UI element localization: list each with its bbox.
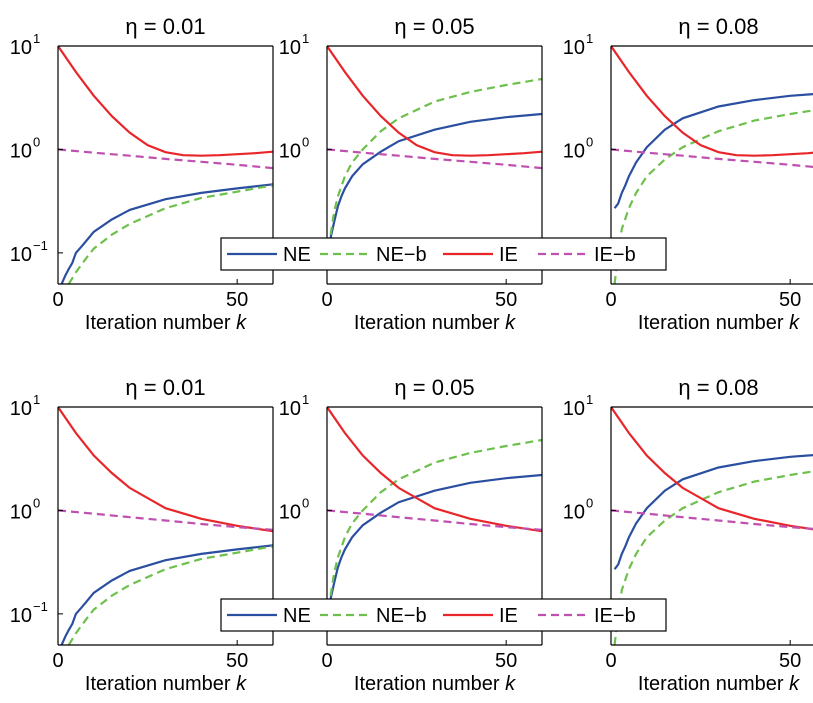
y-tick-exponent: 1 xyxy=(586,31,593,46)
y-tick-label: 10 xyxy=(279,501,301,523)
series-line-ie-b xyxy=(611,148,813,169)
series-line-ie-b xyxy=(327,509,542,531)
legend-label-ne: NE xyxy=(283,605,311,627)
series-line-ie xyxy=(611,46,813,157)
y-tick-label: 10 xyxy=(563,398,585,420)
x-tick-label: 50 xyxy=(779,289,801,311)
legend-label-ne: NE xyxy=(283,244,311,266)
series-line-ie xyxy=(611,407,813,531)
series-line-ne xyxy=(60,183,273,284)
y-tick-exponent: 0 xyxy=(302,495,309,510)
y-tick-label: 10 xyxy=(10,140,32,162)
series-line-ne xyxy=(613,454,813,570)
subplot-title: η = 0.08 xyxy=(678,14,758,39)
series-line-ne xyxy=(329,112,542,238)
series-line-ie-b xyxy=(327,148,542,170)
x-tick-label: 50 xyxy=(226,650,248,672)
series-line-ie xyxy=(327,407,542,533)
series-line-ie xyxy=(327,46,542,157)
y-tick-label: 10 xyxy=(279,140,301,162)
series-line-ne xyxy=(613,93,813,209)
y-tick-label: 10 xyxy=(10,605,32,627)
y-tick-exponent: 1 xyxy=(33,31,40,46)
y-tick-label: 10 xyxy=(279,398,301,420)
y-tick-exponent: 0 xyxy=(302,134,309,149)
y-tick-label: 10 xyxy=(563,501,585,523)
x-tick-label: 0 xyxy=(321,289,332,311)
series-line-ie-b xyxy=(58,509,273,531)
legend-label-ie: IE xyxy=(499,605,518,627)
x-tick-label: 0 xyxy=(605,289,616,311)
series-line-ie-b xyxy=(58,148,273,170)
series-line-ie-b xyxy=(611,509,813,530)
series-line-ne xyxy=(60,544,273,645)
x-tick-label: 0 xyxy=(52,650,63,672)
x-tick-label: 50 xyxy=(779,650,801,672)
subplot-title: η = 0.05 xyxy=(394,14,474,39)
series-line-ne xyxy=(329,473,542,599)
legend-label-neb: NE−b xyxy=(376,605,427,627)
y-tick-exponent: −1 xyxy=(33,238,48,253)
subplot-title: η = 0.05 xyxy=(394,375,474,400)
y-tick-label: 10 xyxy=(10,501,32,523)
y-tick-exponent: 1 xyxy=(302,31,309,46)
y-tick-exponent: 1 xyxy=(33,392,40,407)
x-tick-label: 50 xyxy=(226,289,248,311)
y-tick-exponent: 0 xyxy=(586,134,593,149)
y-tick-exponent: 1 xyxy=(586,392,593,407)
y-tick-label: 10 xyxy=(279,37,301,59)
y-tick-exponent: 0 xyxy=(33,495,40,510)
legend-label-ie: IE xyxy=(499,244,518,266)
subplot-title: η = 0.01 xyxy=(125,14,205,39)
y-tick-label: 10 xyxy=(563,37,585,59)
x-axis-label: Iteration number k xyxy=(85,673,247,695)
x-tick-label: 0 xyxy=(321,650,332,672)
y-tick-exponent: −1 xyxy=(33,599,48,614)
subplot-title: η = 0.08 xyxy=(678,375,758,400)
x-axis-label: Iteration number k xyxy=(85,312,247,334)
legend-row-2: NE NE−b IE IE−b xyxy=(220,598,667,632)
y-tick-label: 10 xyxy=(10,244,32,266)
legend-row-1: NE NE−b IE IE−b xyxy=(220,237,667,271)
y-tick-label: 10 xyxy=(10,37,32,59)
x-tick-label: 0 xyxy=(605,650,616,672)
y-tick-exponent: 0 xyxy=(586,495,593,510)
y-tick-label: 10 xyxy=(563,140,585,162)
legend-label-ieb: IE−b xyxy=(594,605,636,627)
series-line-ie xyxy=(58,407,273,533)
x-tick-label: 50 xyxy=(495,289,517,311)
y-tick-exponent: 1 xyxy=(302,392,309,407)
x-tick-label: 50 xyxy=(495,650,517,672)
series-line-ne-b xyxy=(329,438,542,596)
x-axis-label: Iteration number k xyxy=(638,312,800,334)
y-tick-label: 10 xyxy=(10,398,32,420)
x-axis-label: Iteration number k xyxy=(354,312,516,334)
legend-label-ieb: IE−b xyxy=(594,244,636,266)
series-line-ne-b xyxy=(329,77,542,235)
series-line-ie xyxy=(58,46,273,157)
subplot-title: η = 0.01 xyxy=(125,375,205,400)
x-axis-label: Iteration number k xyxy=(354,673,516,695)
x-tick-label: 0 xyxy=(52,289,63,311)
legend-label-neb: NE−b xyxy=(376,244,427,266)
y-tick-exponent: 0 xyxy=(33,134,40,149)
x-axis-label: Iteration number k xyxy=(638,673,800,695)
